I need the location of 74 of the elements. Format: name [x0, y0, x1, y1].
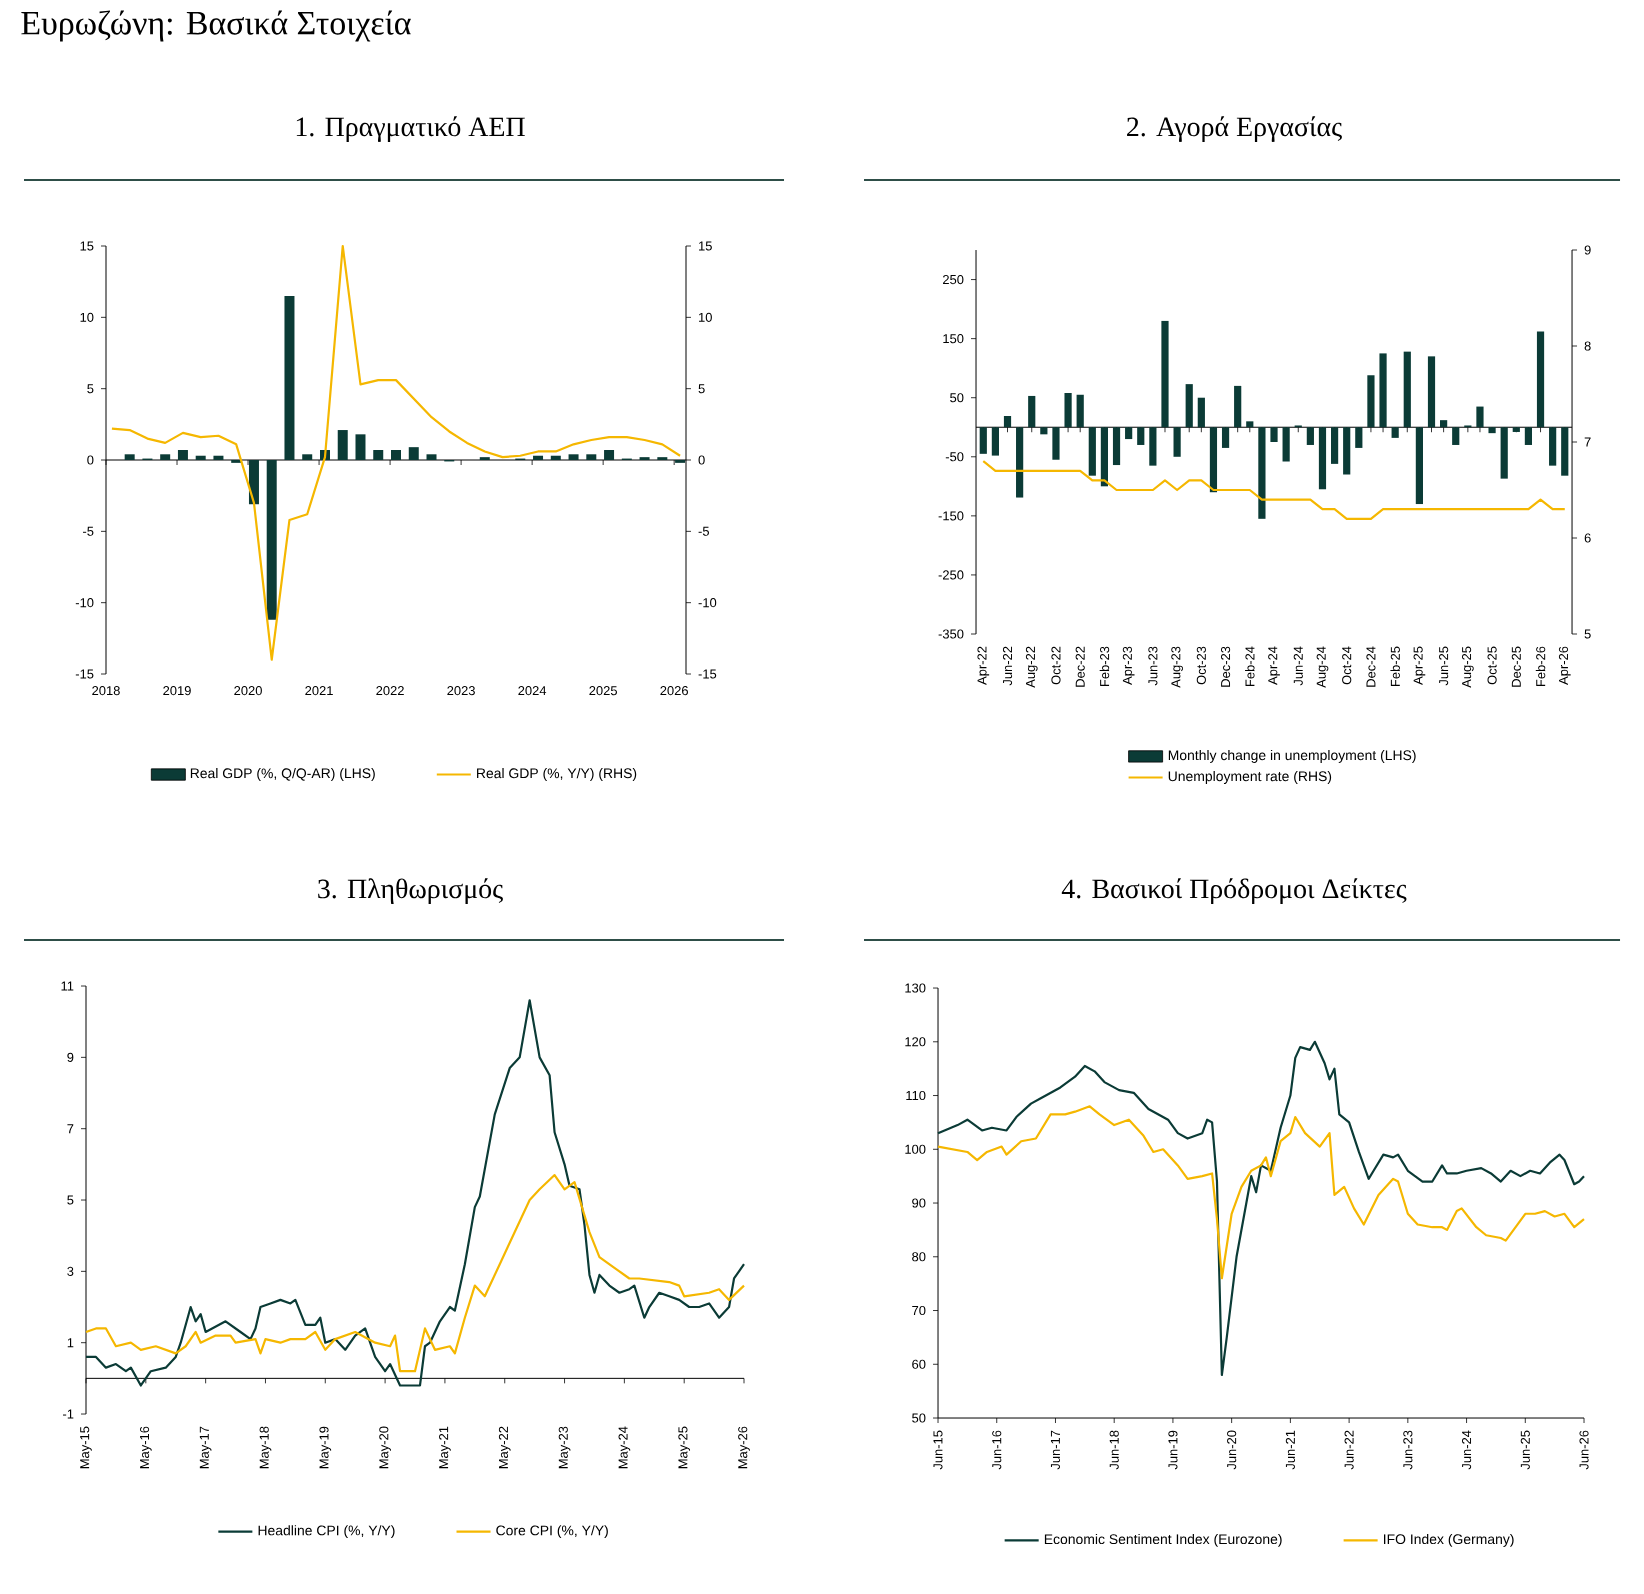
- bar: [1028, 395, 1036, 428]
- bar: [1379, 353, 1387, 428]
- bar: [195, 455, 206, 461]
- bar: [1561, 427, 1569, 476]
- bar: [284, 295, 295, 461]
- bar: [248, 460, 259, 505]
- bar: [550, 455, 561, 461]
- bar: [177, 450, 188, 461]
- bar: [1112, 427, 1121, 466]
- bar: [1318, 427, 1327, 490]
- chart-title: 1. Πραγματικό ΑΕΠ: [296, 116, 525, 142]
- bar: [1149, 427, 1157, 466]
- bar: [1003, 416, 1012, 428]
- bar: [1052, 427, 1060, 460]
- bar: [604, 450, 615, 461]
- bar: [1173, 427, 1181, 457]
- line-series: [84, 1173, 746, 1373]
- bar: [1452, 427, 1460, 445]
- bar: [391, 450, 401, 461]
- bar: [533, 455, 544, 461]
- bar: [1246, 421, 1254, 428]
- bar: [1137, 427, 1145, 445]
- bar: [408, 447, 419, 461]
- bar: [1500, 427, 1508, 479]
- chart-title: 2. Αγορά Εργασίας: [1127, 116, 1342, 142]
- bar: [1330, 427, 1339, 464]
- bar: [1403, 351, 1411, 428]
- bar: [426, 454, 437, 461]
- bar: [1306, 427, 1314, 445]
- bar: [1549, 427, 1557, 466]
- bar: [1270, 427, 1278, 443]
- bar: [1221, 427, 1230, 448]
- bar: [373, 450, 384, 461]
- text: Ευρωζώνη: Βασικά Στοιχεία: [21, 10, 411, 42]
- bar: [302, 454, 313, 461]
- bar: [1016, 427, 1024, 498]
- bar: [1125, 427, 1133, 440]
- bar: [1076, 394, 1084, 428]
- bar: [1476, 406, 1484, 428]
- bar: [355, 434, 366, 461]
- bar: [1536, 331, 1545, 428]
- bar: [1343, 427, 1351, 475]
- bar: [1415, 427, 1423, 505]
- bar: [337, 430, 348, 461]
- bar: [1391, 427, 1399, 438]
- bar: [1209, 427, 1218, 493]
- bar: [1234, 385, 1242, 428]
- chart-title: 3. Πληθωρισμός: [318, 878, 503, 904]
- bar: [1064, 392, 1072, 428]
- bar: [160, 454, 171, 461]
- bar: [1088, 427, 1096, 476]
- bar: [213, 455, 224, 461]
- bar: [1100, 427, 1109, 487]
- bar: [586, 454, 597, 461]
- bar: [979, 427, 987, 454]
- bar: [1440, 420, 1448, 428]
- bar: [991, 427, 999, 456]
- bar: [1355, 427, 1363, 448]
- bar: [1427, 356, 1436, 428]
- bar: [1367, 375, 1375, 428]
- line-series: [84, 999, 746, 1387]
- bar: [124, 454, 135, 461]
- bar: [1040, 427, 1048, 435]
- bar: [1524, 427, 1533, 445]
- chart-title: 4. Βασικοί Πρόδρομοι Δείκτες: [1061, 878, 1407, 904]
- bar: [1185, 384, 1193, 428]
- line-series: [936, 1040, 1586, 1377]
- bar: [266, 460, 277, 620]
- bar: [1197, 397, 1205, 428]
- bar: [568, 454, 579, 461]
- bar: [1258, 427, 1266, 519]
- bar: [1488, 427, 1496, 434]
- bar: [1161, 320, 1169, 428]
- bar: [1282, 427, 1290, 462]
